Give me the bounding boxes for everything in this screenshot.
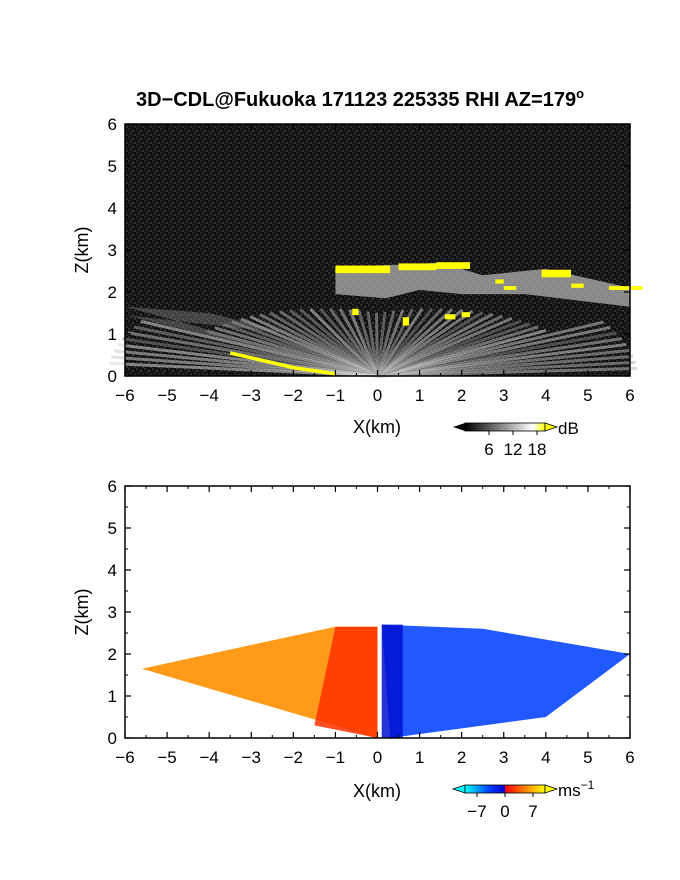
colorbar-bar — [465, 785, 545, 793]
y-tick-label: 2 — [108, 645, 117, 664]
colorbar-tick-label: 12 — [504, 440, 523, 459]
x-tick-label: 6 — [625, 386, 634, 405]
x-tick-label: 0 — [373, 748, 382, 767]
y-tick-label: 2 — [108, 283, 117, 302]
echo-blob — [445, 314, 456, 319]
colorbar-ticks: 6 12 18 — [484, 431, 546, 459]
x-tick-labels: −6 −5 −4 −3 −2 −1 0 1 2 3 4 5 6 — [115, 386, 634, 405]
x-tick-label: 3 — [499, 748, 508, 767]
colorbar-arrow-left — [453, 785, 465, 793]
colorbar-tick-label: 0 — [500, 802, 509, 821]
y-tick-label: 0 — [108, 729, 117, 748]
echo-blob — [462, 312, 470, 317]
x-tick-label: 2 — [457, 748, 466, 767]
colorbar-unit: ms−1 — [558, 778, 595, 800]
echo-blob — [399, 263, 437, 270]
y-tick-labels: 0 1 2 3 4 5 6 — [108, 115, 117, 386]
y-tick-label: 5 — [108, 519, 117, 538]
x-axis-label: X(km) — [353, 781, 401, 801]
reflectivity-panel: −6 −5 −4 −3 −2 −1 0 1 2 3 4 5 6 0123456 X(km) Z(km) … — [72, 115, 643, 459]
x-tick-label: 2 — [457, 386, 466, 405]
x-tick-label: −5 — [157, 748, 176, 767]
x-tick-label: 1 — [415, 748, 424, 767]
x-tick-label: −6 — [115, 386, 134, 405]
y-tick-labels: 0 1 2 3 4 5 6 — [108, 477, 117, 748]
echo-blob — [542, 270, 571, 278]
colorbar-tick-label: 7 — [528, 802, 537, 821]
x-tick-label: −3 — [242, 748, 261, 767]
colorbar-tick-label: −7 — [467, 802, 486, 821]
colorbar-arrow-right — [545, 785, 557, 793]
x-tick-label: −4 — [199, 386, 218, 405]
y-tick-label: 1 — [108, 687, 117, 706]
echo-blob — [609, 286, 643, 290]
x-tick-label: 3 — [499, 386, 508, 405]
colorbar-unit: dB — [558, 419, 579, 438]
y-tick-label: 4 — [108, 199, 117, 218]
x-tick-label: −2 — [284, 748, 303, 767]
reflectivity-colorbar: dB 6 12 18 — [453, 419, 579, 459]
chart-title: 3D−CDL@Fukuoka 171123 225335 RHI AZ=179o — [136, 86, 584, 111]
y-tick-label: 6 — [108, 115, 117, 134]
y-tick-label: 0 — [108, 367, 117, 386]
x-tick-label: 4 — [541, 386, 550, 405]
colorbar-tick-label: 18 — [528, 440, 547, 459]
colorbar-ticks: −7 0 7 — [467, 793, 537, 821]
x-tick-label: −2 — [284, 386, 303, 405]
x-tick-label: 0 — [373, 386, 382, 405]
y-tick-label: 4 — [108, 561, 117, 580]
y-tick-label: 3 — [108, 603, 117, 622]
echo-blob — [436, 262, 470, 269]
x-tick-labels: −6 −5 −4 −3 −2 −1 0 1 2 3 4 5 6 — [115, 748, 634, 767]
x-tick-label: 5 — [583, 386, 592, 405]
x-tick-label: 6 — [625, 748, 634, 767]
echo-blob — [504, 286, 517, 290]
echo-blob — [495, 279, 503, 283]
y-tick-label: 5 — [108, 157, 117, 176]
echo-blob — [571, 284, 584, 288]
y-tick-label: 6 — [108, 477, 117, 496]
x-axis-label: X(km) — [353, 417, 401, 437]
velocity-panel: −6 −5 −4 −3 −2 −1 0 1 2 3 4 5 6 0123456 X(km) Z(km) … — [72, 477, 635, 821]
x-tick-label: −5 — [157, 386, 176, 405]
x-tick-label: −3 — [242, 386, 261, 405]
echo-blob — [335, 266, 390, 274]
colorbar-arrow-left — [453, 423, 465, 431]
y-axis-label: Z(km) — [72, 589, 92, 636]
velocity-core-negative — [382, 625, 403, 738]
x-tick-label: −4 — [199, 748, 218, 767]
x-tick-label: −6 — [115, 748, 134, 767]
x-tick-label: 1 — [415, 386, 424, 405]
velocity-colorbar: ms−1 −7 0 7 — [453, 778, 595, 821]
y-tick-label: 3 — [108, 241, 117, 260]
echo-blob — [352, 309, 358, 315]
y-tick-label: 1 — [108, 325, 117, 344]
echo-blob — [403, 317, 409, 325]
x-tick-label: −1 — [326, 748, 345, 767]
colorbar-arrow-right — [545, 423, 557, 431]
x-tick-label: −1 — [326, 386, 345, 405]
colorbar-tick-label: 6 — [484, 440, 493, 459]
x-tick-label: 5 — [583, 748, 592, 767]
colorbar-bar — [465, 423, 545, 431]
x-tick-label: 4 — [541, 748, 550, 767]
y-axis-label: Z(km) — [72, 227, 92, 274]
